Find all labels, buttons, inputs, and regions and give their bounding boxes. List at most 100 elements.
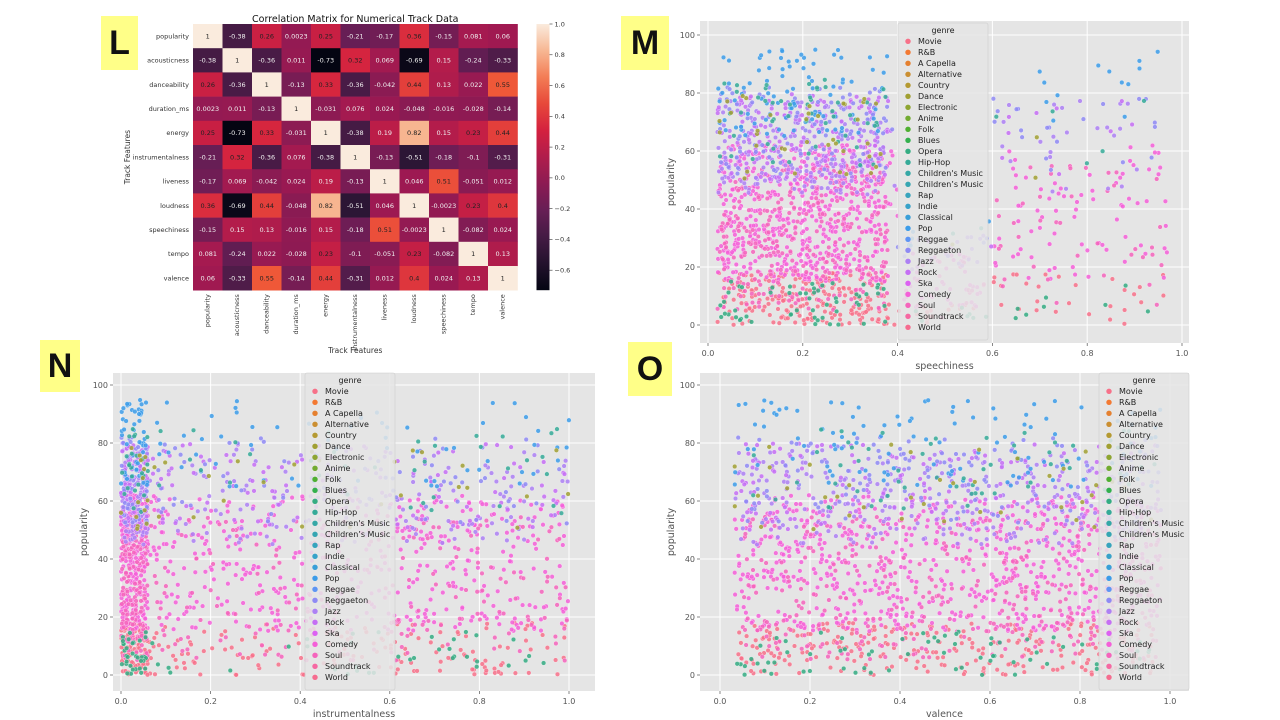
heatmap-cell-label: 0.046 (375, 202, 394, 210)
scatter-point (501, 475, 507, 481)
scatter-point (1056, 171, 1062, 177)
legend-marker (312, 487, 318, 493)
legend-marker (312, 520, 318, 526)
y-tick-label: 60 (685, 497, 695, 506)
scatter-point (759, 142, 765, 148)
scatter-point (1056, 274, 1062, 280)
heatmap-cell (193, 193, 223, 218)
scatter-point (1072, 272, 1078, 278)
scatter-point (474, 664, 480, 670)
scatter-point (849, 135, 855, 141)
scatter-point (881, 264, 887, 269)
scatter-point (415, 568, 421, 574)
heatmap-cell (458, 266, 489, 291)
scatter-point (144, 561, 150, 567)
scatter-point (554, 426, 560, 432)
heatmap-cell (222, 241, 253, 267)
scatter-point (797, 290, 803, 296)
scatter-point (1120, 203, 1126, 209)
heatmap-cell-label: 0.44 (407, 81, 421, 89)
scatter-point (159, 647, 165, 653)
scatter-point (266, 464, 272, 470)
scatter-point (764, 78, 770, 84)
scatter-point (784, 252, 790, 258)
scatter-point (722, 311, 728, 317)
heatmap-cell-label: -0.38 (317, 153, 334, 161)
scatter-point (776, 293, 782, 299)
scatter-point (791, 205, 797, 211)
scatter-point (410, 579, 416, 585)
heatmap-cell (222, 96, 253, 122)
scatter-point (785, 167, 791, 173)
scatter-point (818, 119, 824, 125)
scatter-point (551, 497, 556, 503)
scatter-point (562, 658, 568, 663)
scatter-point (227, 440, 232, 446)
heatmap-cell-label: -0.13 (347, 178, 364, 186)
heatmap-cell-label: 0.44 (319, 274, 333, 282)
scatter-point (478, 444, 484, 450)
scatter-point (418, 545, 424, 551)
scatter-point (125, 654, 131, 660)
scatter-point (994, 197, 1000, 203)
scatter-point (135, 482, 141, 488)
scatter-point (1128, 144, 1133, 150)
scatter-point (789, 294, 795, 300)
scatter-point (865, 303, 871, 309)
scatter-point (417, 563, 423, 568)
heatmap-cell (311, 266, 341, 291)
heatmap-cell-label: -0.51 (347, 202, 364, 210)
scatter-point (742, 132, 748, 138)
panel-label-m: M (621, 16, 669, 70)
scatter-point (766, 301, 771, 307)
heatmap-cell-label: -0.69 (229, 202, 246, 210)
scatter-point (475, 565, 481, 571)
scatter-point (847, 131, 853, 137)
scatter-point (415, 508, 421, 514)
legend-marker (905, 225, 911, 231)
scatter-point (882, 303, 887, 309)
scatter-point (881, 70, 887, 76)
y-tick-label: 60 (98, 497, 108, 506)
scatter-point (136, 411, 142, 417)
y-tick-label: 40 (685, 555, 695, 564)
scatter-point (737, 133, 743, 139)
heatmap-cell-label: -0.14 (288, 274, 305, 282)
scatter-point (256, 590, 262, 596)
scatter-point (1083, 165, 1089, 171)
scatter-point (184, 646, 190, 652)
scatter-point (299, 583, 305, 588)
scatter-point (520, 602, 526, 608)
scatter-point (1060, 665, 1065, 670)
scatter-point (485, 592, 491, 598)
scatter-point (1123, 283, 1129, 289)
heatmap-cell-label: -0.21 (199, 153, 216, 161)
scatter-point (138, 572, 144, 578)
scatter-point (554, 602, 560, 608)
scatter-point (274, 547, 280, 553)
scatter-point (848, 185, 854, 191)
heatmap-cell-label: -0.028 (463, 105, 484, 113)
correlation-heatmap: Correlation Matrix for Numerical Track D… (123, 14, 570, 355)
scatter-point (201, 524, 207, 530)
legend-label: Jazz (324, 607, 341, 616)
scatter-point (137, 666, 143, 671)
scatter-point (767, 112, 773, 118)
scatter-point (218, 434, 224, 439)
scatter-point (731, 297, 737, 303)
scatter-point (843, 171, 849, 177)
scatter-point (848, 251, 853, 257)
scatter-point (215, 595, 221, 601)
scatter-point (154, 420, 160, 426)
scatter-point (1037, 225, 1043, 231)
scatter-point (1150, 252, 1155, 258)
scatter-point (540, 522, 546, 528)
legend-label: Dance (325, 442, 351, 451)
x-tick-label: 0.6 (984, 697, 997, 706)
legend-marker (905, 236, 911, 242)
scatter-point (840, 180, 846, 186)
scatter-point (415, 614, 421, 620)
scatter-point (1047, 241, 1053, 247)
scatter-point (835, 47, 841, 53)
scatter-point (1095, 240, 1100, 246)
